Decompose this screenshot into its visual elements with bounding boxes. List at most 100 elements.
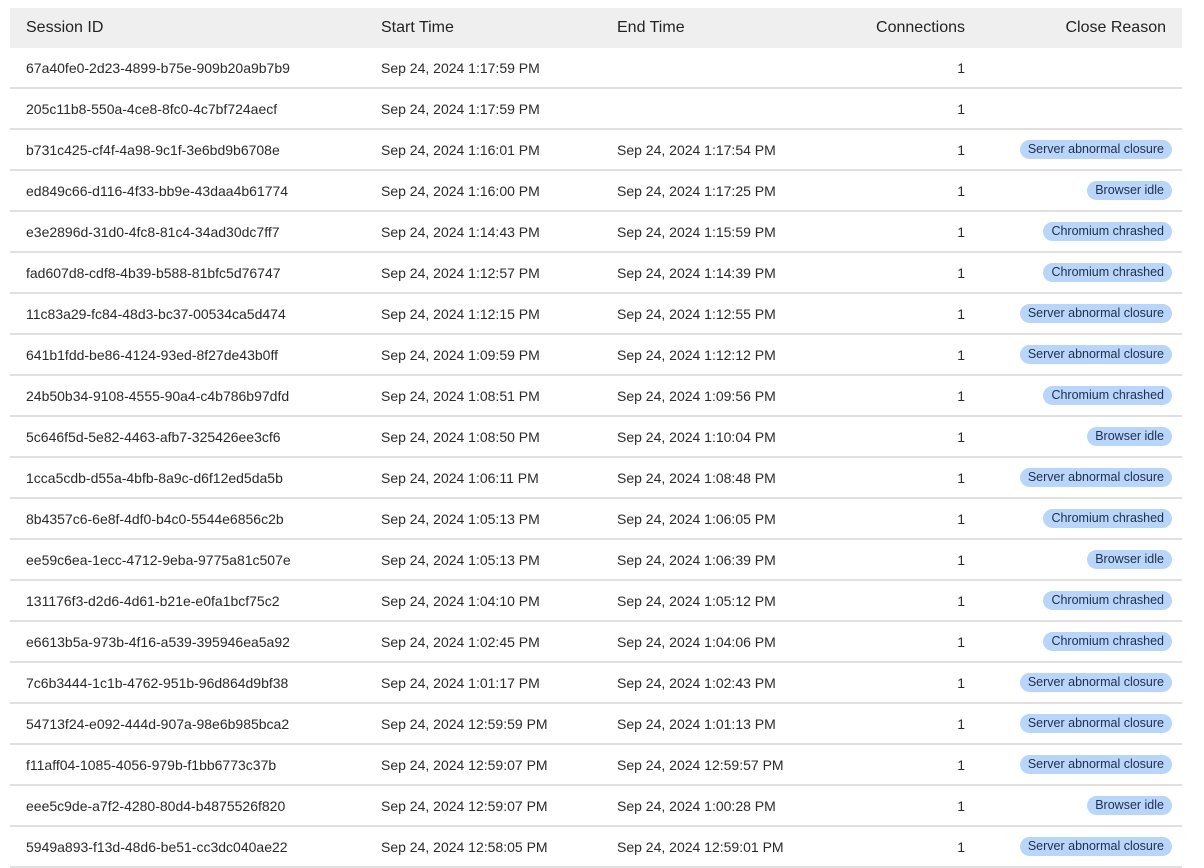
header-end-time[interactable]: End Time — [617, 19, 685, 36]
connections-cell: 1 — [957, 141, 965, 158]
table-row[interactable]: 5949a893-f13d-48d6-be51-cc3dc040ae22 Sep … — [10, 827, 1182, 868]
start-time-cell: Sep 24, 2024 1:16:01 PM — [381, 141, 540, 158]
start-time-cell: Sep 24, 2024 1:02:45 PM — [381, 633, 540, 650]
connections-cell: 1 — [957, 387, 965, 404]
connections-cell: 1 — [957, 715, 965, 732]
close-reason-cell: Browser idle — [965, 427, 1182, 446]
connections-cell: 1 — [957, 551, 965, 568]
session-id-cell: eee5c9de-a7f2-4280-80d4-b4875526f820 — [26, 797, 286, 814]
close-reason-cell: Server abnormal closure — [965, 837, 1182, 856]
header-start-time[interactable]: Start Time — [381, 19, 454, 36]
end-time-cell: Sep 24, 2024 1:14:39 PM — [617, 264, 776, 281]
close-reason-cell: Server abnormal closure — [965, 673, 1182, 692]
end-time-cell: Sep 24, 2024 1:12:12 PM — [617, 346, 776, 363]
table-row[interactable]: 7c6b3444-1c1b-4762-951b-96d864d9bf38 Sep … — [10, 663, 1182, 704]
end-time-cell: Sep 24, 2024 1:00:28 PM — [617, 797, 776, 814]
header-connections[interactable]: Connections — [876, 19, 965, 36]
close-reason-cell: Browser idle — [965, 796, 1182, 815]
close-reason-cell: Browser idle — [965, 181, 1182, 200]
start-time-cell: Sep 24, 2024 1:12:57 PM — [381, 264, 540, 281]
close-reason-badge: Server abnormal closure — [1019, 714, 1172, 733]
session-id-cell: 54713f24-e092-444d-907a-98e6b985bca2 — [26, 715, 290, 732]
close-reason-badge: Browser idle — [1087, 427, 1172, 446]
close-reason-cell: Chromium chrashed — [965, 222, 1182, 241]
close-reason-badge: Server abnormal closure — [1019, 304, 1172, 323]
table-row[interactable]: 67a40fe0-2d23-4899-b75e-909b20a9b7b9 Sep … — [10, 48, 1182, 89]
start-time-cell: Sep 24, 2024 1:04:10 PM — [381, 592, 540, 609]
table-row[interactable]: ee59c6ea-1ecc-4712-9eba-9775a81c507e Sep … — [10, 540, 1182, 581]
table-row[interactable]: 8b4357c6-6e8f-4df0-b4c0-5544e6856c2b Sep … — [10, 499, 1182, 540]
connections-cell: 1 — [957, 469, 965, 486]
table-row[interactable]: b731c425-cf4f-4a98-9c1f-3e6bd9b6708e Sep … — [10, 130, 1182, 171]
close-reason-cell: Browser idle — [965, 550, 1182, 569]
connections-cell: 1 — [957, 592, 965, 609]
session-id-cell: 205c11b8-550a-4ce8-8fc0-4c7bf724aecf — [26, 100, 278, 117]
table-row[interactable]: e6613b5a-973b-4f16-a539-395946ea5a92 Sep … — [10, 622, 1182, 663]
close-reason-badge: Browser idle — [1087, 181, 1172, 200]
close-reason-badge: Browser idle — [1087, 796, 1172, 815]
table-row[interactable]: 641b1fdd-be86-4124-93ed-8f27de43b0ff Sep … — [10, 335, 1182, 376]
session-id-cell: ee59c6ea-1ecc-4712-9eba-9775a81c507e — [26, 551, 291, 568]
close-reason-cell: Chromium chrashed — [965, 386, 1182, 405]
table-row[interactable]: 5c646f5d-5e82-4463-afb7-325426ee3cf6 Sep … — [10, 417, 1182, 458]
table-row[interactable]: fad607d8-cdf8-4b39-b588-81bfc5d76747 Sep … — [10, 253, 1182, 294]
table-row[interactable]: ed849c66-d116-4f33-bb9e-43daa4b61774 Sep … — [10, 171, 1182, 212]
table-row[interactable]: eee5c9de-a7f2-4280-80d4-b4875526f820 Sep … — [10, 786, 1182, 827]
close-reason-cell: Server abnormal closure — [965, 304, 1182, 323]
table-row[interactable]: 131176f3-d2d6-4d61-b21e-e0fa1bcf75c2 Sep … — [10, 581, 1182, 622]
session-id-cell: b731c425-cf4f-4a98-9c1f-3e6bd9b6708e — [26, 141, 280, 158]
close-reason-badge: Server abnormal closure — [1019, 755, 1172, 774]
table-row[interactable]: 11c83a29-fc84-48d3-bc37-00534ca5d474 Sep … — [10, 294, 1182, 335]
session-id-cell: 1cca5cdb-d55a-4bfb-8a9c-d6f12ed5da5b — [26, 469, 283, 486]
close-reason-badge: Chromium chrashed — [1043, 632, 1172, 651]
close-reason-cell: Server abnormal closure — [965, 140, 1182, 159]
close-reason-badge: Chromium chrashed — [1043, 263, 1172, 282]
end-time-cell: Sep 24, 2024 1:05:12 PM — [617, 592, 776, 609]
close-reason-cell: Server abnormal closure — [965, 714, 1182, 733]
close-reason-cell: Chromium chrashed — [965, 263, 1182, 282]
connections-cell: 1 — [957, 674, 965, 691]
connections-cell: 1 — [957, 100, 965, 117]
table-row[interactable]: 205c11b8-550a-4ce8-8fc0-4c7bf724aecf Sep … — [10, 89, 1182, 130]
table-row[interactable]: 24b50b34-9108-4555-90a4-c4b786b97dfd Sep … — [10, 376, 1182, 417]
session-id-cell: 11c83a29-fc84-48d3-bc37-00534ca5d474 — [26, 305, 286, 322]
table-row[interactable]: f11aff04-1085-4056-979b-f1bb6773c37b Sep … — [10, 745, 1182, 786]
session-id-cell: ed849c66-d116-4f33-bb9e-43daa4b61774 — [26, 182, 289, 199]
close-reason-badge: Chromium chrashed — [1043, 509, 1172, 528]
close-reason-badge: Server abnormal closure — [1019, 468, 1172, 487]
connections-cell: 1 — [957, 756, 965, 773]
start-time-cell: Sep 24, 2024 1:17:59 PM — [381, 100, 540, 117]
start-time-cell: Sep 24, 2024 1:16:00 PM — [381, 182, 540, 199]
close-reason-badge: Chromium chrashed — [1043, 591, 1172, 610]
end-time-cell: Sep 24, 2024 1:06:05 PM — [617, 510, 776, 527]
close-reason-badge: Server abnormal closure — [1019, 673, 1172, 692]
connections-cell: 1 — [957, 428, 965, 445]
table-row[interactable]: 54713f24-e092-444d-907a-98e6b985bca2 Sep … — [10, 704, 1182, 745]
table-row[interactable]: e3e2896d-31d0-4fc8-81c4-34ad30dc7ff7 Sep … — [10, 212, 1182, 253]
close-reason-cell: Chromium chrashed — [965, 632, 1182, 651]
start-time-cell: Sep 24, 2024 12:59:07 PM — [381, 756, 548, 773]
connections-cell: 1 — [957, 59, 965, 76]
start-time-cell: Sep 24, 2024 1:05:13 PM — [381, 551, 540, 568]
end-time-cell: Sep 24, 2024 1:15:59 PM — [617, 223, 776, 240]
header-session-id[interactable]: Session ID — [26, 19, 104, 36]
connections-cell: 1 — [957, 305, 965, 322]
session-id-cell: 5c646f5d-5e82-4463-afb7-325426ee3cf6 — [26, 428, 281, 445]
end-time-cell: Sep 24, 2024 1:12:55 PM — [617, 305, 776, 322]
start-time-cell: Sep 24, 2024 1:17:59 PM — [381, 59, 540, 76]
close-reason-badge: Chromium chrashed — [1043, 222, 1172, 241]
session-id-cell: 7c6b3444-1c1b-4762-951b-96d864d9bf38 — [26, 674, 289, 691]
end-time-cell: Sep 24, 2024 1:17:25 PM — [617, 182, 776, 199]
end-time-cell: Sep 24, 2024 1:17:54 PM — [617, 141, 776, 158]
table-body: 67a40fe0-2d23-4899-b75e-909b20a9b7b9 Sep … — [10, 48, 1182, 868]
connections-cell: 1 — [957, 264, 965, 281]
start-time-cell: Sep 24, 2024 1:14:43 PM — [381, 223, 540, 240]
start-time-cell: Sep 24, 2024 1:09:59 PM — [381, 346, 540, 363]
table-row[interactable]: 1cca5cdb-d55a-4bfb-8a9c-d6f12ed5da5b Sep … — [10, 458, 1182, 499]
header-close-reason[interactable]: Close Reason — [1065, 19, 1167, 36]
connections-cell: 1 — [957, 223, 965, 240]
session-id-cell: e3e2896d-31d0-4fc8-81c4-34ad30dc7ff7 — [26, 223, 280, 240]
end-time-cell: Sep 24, 2024 12:59:57 PM — [617, 756, 784, 773]
end-time-cell: Sep 24, 2024 1:10:04 PM — [617, 428, 776, 445]
close-reason-badge: Server abnormal closure — [1019, 837, 1172, 856]
